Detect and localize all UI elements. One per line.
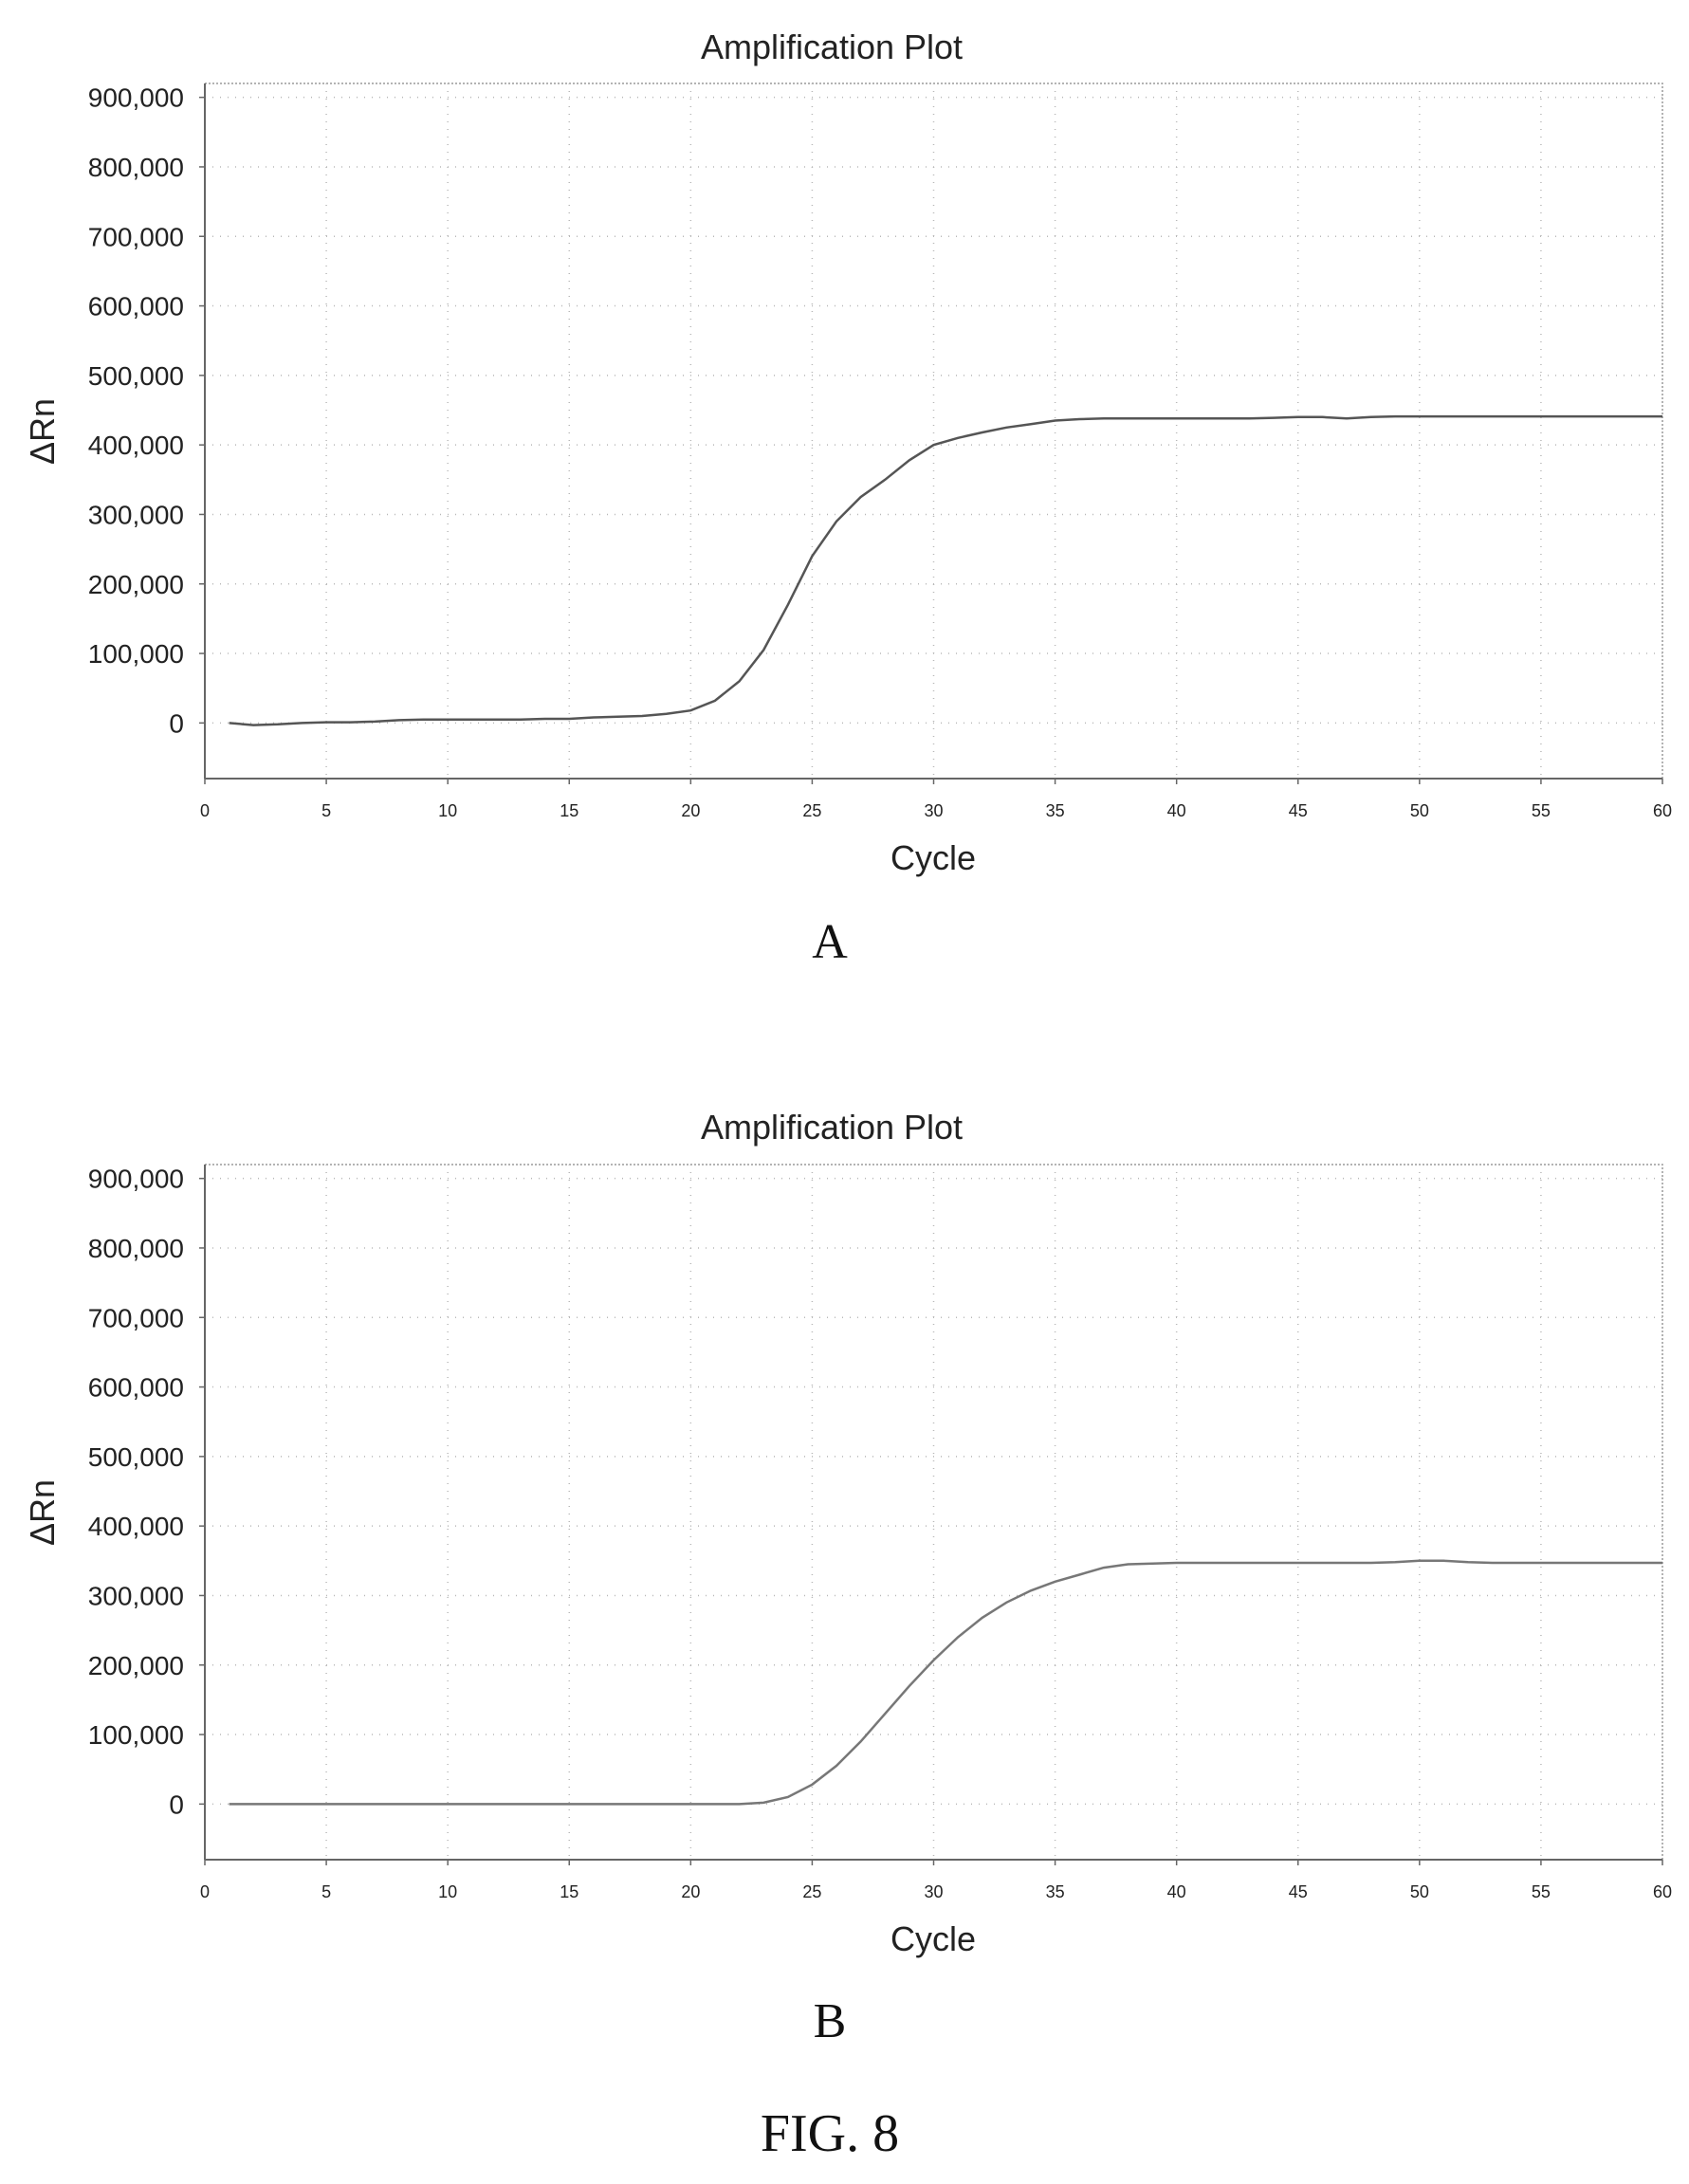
y-tick-label: 800,000 — [88, 153, 184, 182]
x-tick-label: 40 — [1167, 801, 1186, 820]
chart-title: Amplification Plot — [701, 28, 963, 66]
y-tick-label: 200,000 — [88, 1651, 184, 1680]
panel-label: B — [814, 1994, 847, 2048]
x-tick-label: 20 — [681, 1882, 700, 1901]
y-tick-label: 500,000 — [88, 1442, 184, 1472]
x-tick-label: 5 — [321, 801, 331, 820]
y-tick-label: 100,000 — [88, 1720, 184, 1750]
x-tick-label: 25 — [802, 801, 821, 820]
y-tick-label: 900,000 — [88, 1165, 184, 1194]
x-tick-label: 20 — [681, 801, 700, 820]
x-tick-label: 15 — [560, 801, 578, 820]
x-tick-label: 25 — [802, 1882, 821, 1901]
panel-b: Amplification Plot 0 100,000 200,000 300,00… — [23, 1108, 1672, 2048]
x-axis-label: Cycle — [890, 838, 976, 877]
chart-title: Amplification Plot — [701, 1108, 963, 1147]
x-ticks: 0 5 10 15 20 25 30 35 40 45 50 55 60 — [200, 1860, 1672, 1901]
y-axis-label: ΔRn — [23, 398, 62, 465]
figure-caption: FIG. 8 — [761, 2104, 899, 2163]
y-ticks: 0 100,000 200,000 300,000 400,000 500,000 600,… — [88, 83, 205, 738]
x-tick-label: 60 — [1653, 1882, 1672, 1901]
y-ticks: 0 100,000 200,000 300,000 400,000 500,000 600,… — [88, 1165, 205, 1819]
y-tick-label: 200,000 — [88, 570, 184, 599]
x-tick-label: 0 — [200, 1882, 210, 1901]
x-tick-label: 45 — [1289, 1882, 1308, 1901]
x-tick-label: 5 — [321, 1882, 331, 1901]
x-tick-label: 45 — [1289, 801, 1308, 820]
x-tick-label: 0 — [200, 801, 210, 820]
x-tick-label: 15 — [560, 1882, 578, 1901]
panel-a: Amplification Plot 0 100,000 200,000 300,00… — [23, 28, 1672, 969]
plot-area — [204, 83, 1663, 780]
amplification-curve — [229, 1559, 1662, 1806]
y-tick-label: 500,000 — [88, 361, 184, 391]
x-tick-label: 55 — [1532, 1882, 1551, 1901]
x-tick-label: 30 — [924, 801, 943, 820]
x-ticks: 0 5 10 15 20 25 30 35 40 45 50 55 60 — [200, 779, 1672, 820]
x-tick-label: 60 — [1653, 801, 1672, 820]
x-axis-label: Cycle — [890, 1919, 976, 1958]
x-tick-label: 35 — [1046, 1882, 1065, 1901]
y-tick-label: 300,000 — [88, 1581, 184, 1610]
y-tick-label: 400,000 — [88, 431, 184, 460]
y-tick-label: 700,000 — [88, 1303, 184, 1332]
grid — [205, 1165, 1662, 1860]
y-tick-label: 0 — [169, 708, 184, 738]
x-tick-label: 30 — [924, 1882, 943, 1901]
x-tick-label: 55 — [1532, 801, 1551, 820]
x-tick-label: 10 — [438, 1882, 457, 1901]
y-tick-label: 400,000 — [88, 1512, 184, 1541]
y-tick-label: 600,000 — [88, 1373, 184, 1403]
y-tick-label: 100,000 — [88, 639, 184, 669]
x-tick-label: 35 — [1046, 801, 1065, 820]
x-tick-label: 40 — [1167, 1882, 1186, 1901]
y-tick-label: 900,000 — [88, 83, 184, 113]
y-tick-label: 300,000 — [88, 500, 184, 529]
y-tick-label: 600,000 — [88, 292, 184, 321]
plot-area — [204, 1164, 1663, 1861]
x-tick-label: 50 — [1410, 801, 1429, 820]
panel-label: A — [812, 915, 848, 969]
y-tick-label: 0 — [169, 1789, 184, 1819]
x-tick-label: 50 — [1410, 1882, 1429, 1901]
y-tick-label: 700,000 — [88, 222, 184, 251]
y-tick-label: 800,000 — [88, 1234, 184, 1263]
y-axis-label: ΔRn — [23, 1479, 62, 1546]
amplification-curve — [229, 414, 1662, 726]
x-tick-label: 10 — [438, 801, 457, 820]
